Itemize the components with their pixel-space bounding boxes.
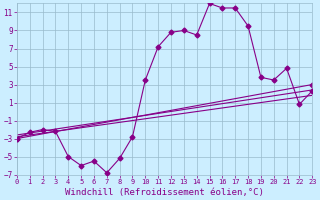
X-axis label: Windchill (Refroidissement éolien,°C): Windchill (Refroidissement éolien,°C) [65, 188, 264, 197]
